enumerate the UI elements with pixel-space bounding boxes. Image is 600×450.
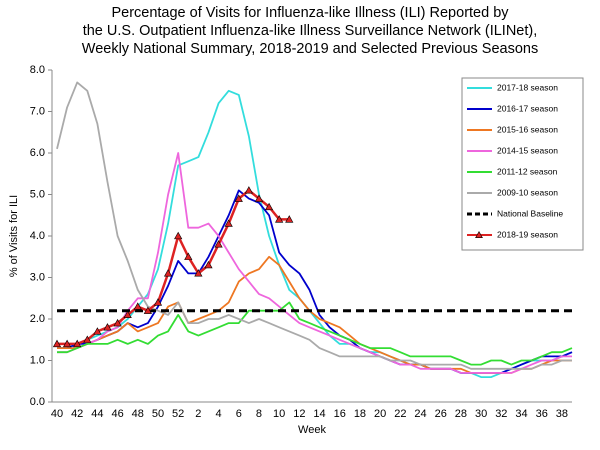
- point-marker: [244, 186, 253, 194]
- y-tick-label: 8.0: [30, 64, 45, 76]
- point-marker: [174, 231, 183, 240]
- x-tick-label: 44: [91, 408, 103, 420]
- x-tick-label: 46: [111, 408, 123, 420]
- y-axis-label: % of Visits for ILI: [8, 195, 20, 277]
- x-tick-label: 16: [334, 408, 346, 420]
- chart-title: Weekly National Summary, 2018-2019 and S…: [82, 41, 538, 57]
- y-tick-label: 1.0: [30, 354, 45, 366]
- point-marker: [52, 339, 62, 348]
- legend-label: National Baseline: [497, 208, 563, 218]
- x-tick-label: 52: [172, 408, 184, 420]
- legend-label: 2018-19 season: [497, 229, 558, 239]
- x-tick-label: 50: [152, 408, 164, 420]
- legend-label: 2015-16 season: [497, 124, 558, 134]
- point-marker: [214, 240, 223, 248]
- x-tick-label: 4: [216, 408, 222, 420]
- x-tick-label: 26: [435, 408, 447, 420]
- y-tick-label: 4.0: [30, 230, 45, 242]
- point-marker: [163, 269, 173, 277]
- point-marker: [153, 298, 163, 306]
- x-tick-label: 10: [273, 408, 285, 420]
- x-tick-label: 6: [236, 408, 242, 420]
- x-tick-label: 14: [313, 408, 325, 420]
- point-marker: [93, 327, 102, 335]
- point-marker: [224, 219, 233, 227]
- point-marker: [143, 306, 152, 314]
- legend-label: 2011-12 season: [497, 166, 558, 176]
- point-marker: [73, 339, 82, 348]
- x-tick-label: 18: [354, 408, 366, 420]
- point-marker: [204, 260, 213, 269]
- x-tick-label: 40: [51, 408, 63, 420]
- x-tick-label: 2: [195, 408, 201, 420]
- x-tick-label: 8: [256, 408, 262, 420]
- point-marker: [184, 252, 193, 260]
- x-tick-label: 24: [414, 408, 426, 420]
- legend-box: [461, 77, 584, 251]
- y-tick-label: 6.0: [30, 147, 45, 159]
- legend-label: 2009-10 season: [497, 187, 558, 197]
- point-marker: [133, 302, 142, 310]
- legend-marker: [475, 230, 483, 239]
- x-tick-label: 20: [374, 408, 386, 420]
- series-line: [57, 89, 573, 378]
- y-tick-label: 0.0: [30, 396, 45, 408]
- y-tick-label: 2.0: [30, 313, 45, 325]
- x-tick-label: 38: [556, 408, 568, 420]
- x-tick-label: 36: [536, 408, 548, 420]
- x-axis-label: Week: [298, 424, 326, 436]
- point-marker: [123, 310, 132, 319]
- x-tick-label: 32: [495, 408, 507, 420]
- y-tick-label: 5.0: [30, 188, 45, 200]
- legend-label: 2017-18 season: [497, 82, 558, 92]
- x-tick-label: 30: [475, 408, 487, 420]
- x-tick-label: 48: [132, 408, 144, 420]
- legend-label: 2016-17 season: [497, 103, 558, 113]
- point-marker: [234, 194, 243, 202]
- y-tick-label: 7.0: [30, 105, 45, 117]
- x-tick-label: 28: [455, 408, 467, 420]
- point-marker: [113, 318, 122, 327]
- point-marker: [264, 202, 274, 211]
- legend-label: 2014-15 season: [497, 145, 558, 155]
- series-line: [57, 301, 573, 366]
- point-marker: [254, 194, 264, 202]
- series-line: [56, 81, 572, 370]
- point-marker: [275, 215, 284, 223]
- x-tick-label: 22: [394, 408, 406, 420]
- point-marker: [285, 215, 294, 223]
- chart-title: the U.S. Outpatient Influenza-like Illne…: [83, 23, 538, 39]
- x-tick-label: 42: [71, 408, 83, 420]
- point-marker: [103, 323, 112, 331]
- x-tick-label: 12: [293, 408, 305, 420]
- y-tick-label: 3.0: [30, 271, 45, 283]
- point-marker: [62, 339, 72, 348]
- point-marker: [194, 269, 203, 277]
- x-tick-label: 34: [515, 408, 527, 420]
- point-marker: [83, 335, 92, 343]
- chart-title: Percentage of Visits for Influenza-like …: [111, 5, 509, 21]
